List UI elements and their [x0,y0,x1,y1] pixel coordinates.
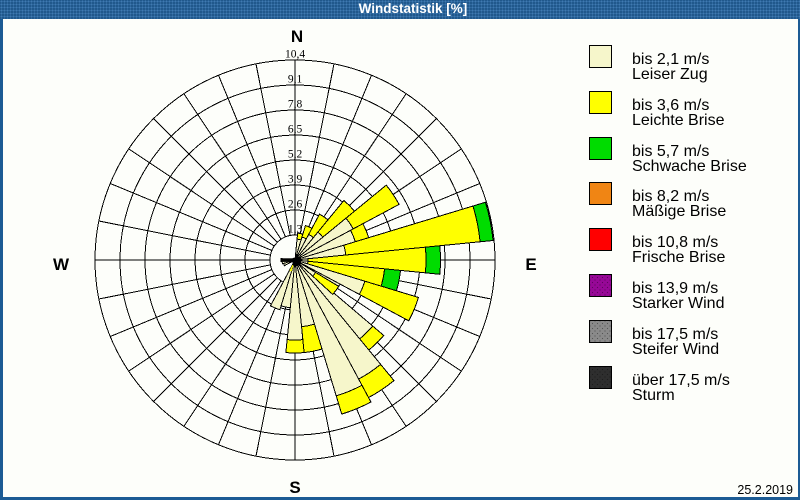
svg-text:E: E [525,255,536,274]
svg-text:N: N [291,27,303,46]
svg-text:W: W [53,255,70,274]
svg-text:2,6: 2,6 [288,199,303,211]
svg-text:5,2: 5,2 [288,149,303,161]
svg-text:1,3: 1,3 [288,224,303,236]
svg-text:S: S [289,478,300,497]
svg-text:6,5: 6,5 [288,124,303,136]
svg-text:7,8: 7,8 [288,99,303,111]
svg-text:10,4: 10,4 [285,49,305,61]
svg-text:9,1: 9,1 [288,74,303,86]
svg-text:3,9: 3,9 [288,174,303,186]
